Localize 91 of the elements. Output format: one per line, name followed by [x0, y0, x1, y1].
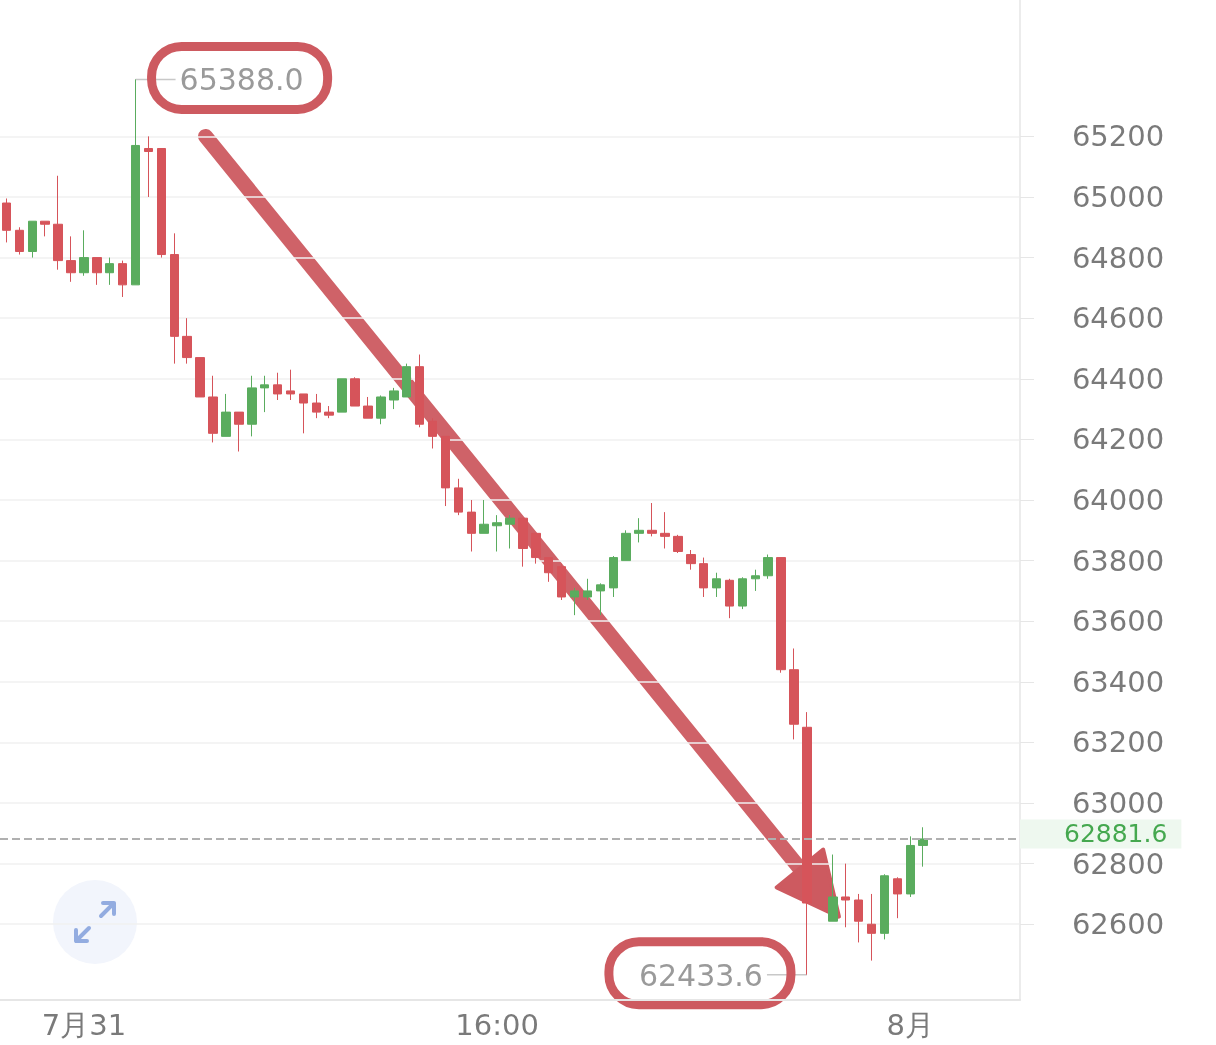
candlestick	[725, 578, 734, 619]
candlestick	[40, 220, 50, 237]
candlestick	[441, 435, 450, 507]
candlestick	[28, 220, 37, 259]
candlestick	[144, 135, 153, 198]
candlestick	[647, 502, 657, 537]
candlestick	[92, 257, 102, 286]
candlestick	[570, 587, 579, 616]
candlestick	[389, 387, 399, 410]
candlestick	[751, 569, 760, 592]
candlestick	[518, 517, 528, 568]
candlestick	[893, 876, 902, 919]
x-tick-label: 7月31	[41, 1007, 127, 1042]
candlestick	[182, 317, 192, 365]
candlestick	[415, 354, 424, 428]
candlestick	[660, 511, 670, 549]
y-tick-label: 64200	[1071, 422, 1165, 457]
candlestick	[247, 375, 257, 437]
annotation: 65388.0	[179, 62, 304, 98]
candlestick	[492, 514, 502, 553]
candlestick	[880, 873, 889, 940]
candlestick	[350, 376, 360, 407]
candlestick	[454, 478, 463, 516]
candlestick	[828, 854, 838, 922]
candlestick	[324, 405, 334, 419]
candlestick	[195, 357, 205, 398]
candlestick	[402, 363, 411, 398]
candlestick	[712, 572, 721, 598]
candlestick	[918, 826, 928, 868]
candlestick	[208, 375, 218, 443]
candlestick	[53, 175, 63, 271]
candlestick	[867, 893, 876, 962]
candlestick	[609, 555, 618, 598]
candlestick	[673, 534, 683, 554]
candlestick	[79, 229, 89, 277]
candlestick	[273, 372, 282, 401]
candlestick	[66, 235, 76, 283]
x-tick-label: 8月	[886, 1007, 934, 1042]
candlestick	[802, 711, 812, 976]
y-tick-label: 63400	[1071, 664, 1165, 699]
y-tick-label: 64000	[1071, 483, 1165, 517]
candlestick	[557, 563, 566, 601]
candlestick	[221, 393, 231, 437]
y-tick-label: 62800	[1071, 846, 1165, 881]
candlestick	[170, 232, 179, 365]
candlestick	[621, 529, 631, 562]
candlestick	[234, 411, 244, 453]
candlestick	[544, 557, 553, 583]
annotation: 62433.6	[638, 957, 763, 993]
candlestick	[479, 499, 489, 534]
candlestick	[634, 517, 644, 543]
candlestick	[105, 257, 114, 286]
y-tick-label: 63600	[1071, 604, 1165, 639]
candlestick	[583, 578, 592, 601]
candlestick	[118, 260, 127, 298]
candlestick	[776, 557, 786, 674]
candlestick	[505, 514, 515, 549]
candlestick	[131, 78, 140, 286]
candlestick	[906, 835, 915, 898]
candlestick	[467, 499, 476, 553]
candlestick	[312, 393, 321, 419]
y-tick-label: 64600	[1071, 301, 1165, 336]
y-tick-label: 65200	[1071, 119, 1165, 154]
candlestick	[531, 532, 541, 565]
candlestick	[854, 893, 863, 943]
y-tick-label: 63000	[1071, 786, 1165, 821]
candlestick	[299, 393, 308, 434]
candlestick	[15, 226, 24, 256]
candlestick	[699, 557, 708, 598]
candlestick	[157, 147, 166, 259]
candlestick	[286, 369, 295, 401]
y-tick-label: 63200	[1071, 725, 1165, 760]
candlestick	[841, 863, 850, 928]
candlestick	[2, 197, 11, 243]
ref-line-label: 62881.6	[1064, 819, 1168, 849]
candlestick	[428, 417, 437, 449]
x-tick-label: 16:00	[455, 1007, 539, 1042]
y-tick-label: 64400	[1071, 361, 1165, 396]
candlestick	[738, 576, 747, 610]
candlestick	[596, 582, 605, 616]
candlestick	[763, 554, 773, 580]
candlestick	[789, 647, 799, 740]
candlestick	[686, 549, 696, 571]
candlestick	[260, 375, 269, 413]
y-tick-label: 63800	[1071, 543, 1165, 578]
candlestick	[376, 394, 386, 425]
y-tick-label: 65000	[1071, 179, 1165, 214]
candlestick	[337, 378, 347, 413]
candlestick	[363, 396, 373, 419]
y-tick-label: 62600	[1071, 907, 1165, 942]
y-tick-label: 64800	[1071, 240, 1165, 275]
